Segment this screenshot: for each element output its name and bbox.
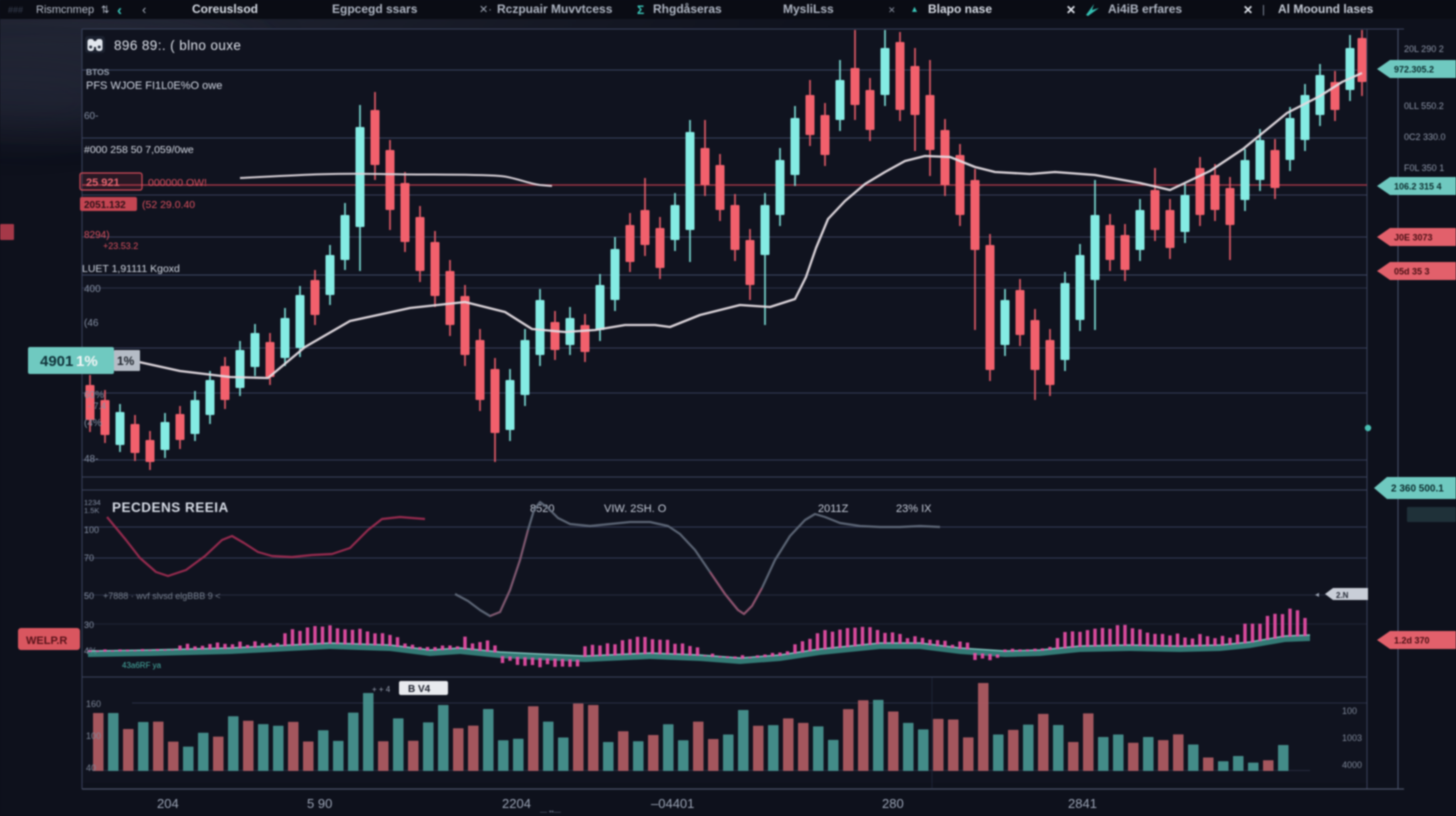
svg-text:Coreuslsod: Coreuslsod [192, 2, 258, 16]
svg-text:2051.132: 2051.132 [84, 200, 126, 211]
svg-text:2841: 2841 [1068, 796, 1097, 811]
svg-text:— ••—: — ••— [540, 809, 561, 816]
svg-text:05d 35 3: 05d 35 3 [1394, 267, 1430, 277]
svg-text:Al Moound lases: Al Moound lases [1278, 2, 1374, 16]
svg-text:Ai4iB erfares: Ai4iB erfares [1108, 2, 1182, 16]
svg-text:‹: ‹ [117, 2, 122, 19]
svg-text:48-: 48- [84, 454, 98, 465]
svg-text:Rismcnmep: Rismcnmep [36, 4, 94, 16]
svg-text:400: 400 [84, 284, 101, 295]
svg-text:F0L 350 1: F0L 350 1 [1404, 163, 1444, 173]
svg-text:|: | [1262, 4, 1265, 16]
svg-text:VIW. 2SH. O: VIW. 2SH. O [604, 503, 667, 515]
svg-text:8294): 8294) [84, 230, 110, 241]
svg-text:◂: ◂ [1315, 590, 1319, 599]
svg-text:MysliLss: MysliLss [783, 2, 834, 16]
svg-text:+23.53.2: +23.53.2 [103, 241, 138, 251]
svg-text:4000: 4000 [1342, 760, 1362, 770]
svg-text:2 360 500.1: 2 360 500.1 [1391, 484, 1444, 495]
svg-text:000000 OW!: 000000 OW! [148, 177, 207, 189]
svg-text:✕: ✕ [1066, 3, 1076, 17]
svg-text:204: 204 [157, 796, 179, 811]
svg-text:(52 29.0.40: (52 29.0.40 [142, 199, 195, 211]
svg-text:0LL 550.2: 0LL 550.2 [1404, 101, 1444, 111]
svg-text:5 90: 5 90 [307, 796, 332, 811]
svg-text:2204: 2204 [502, 796, 531, 811]
svg-text:1.2d 370: 1.2d 370 [1394, 636, 1430, 646]
svg-text:BTOS: BTOS [86, 67, 110, 77]
svg-text:20L 290 2: 20L 290 2 [1404, 44, 1444, 54]
svg-text:#000 258 50 7,059/0we: #000 258 50 7,059/0we [84, 144, 194, 156]
svg-text:972.305.2: 972.305.2 [1394, 65, 1434, 75]
svg-text:100: 100 [86, 731, 101, 741]
svg-text:+ + 4: + + 4 [372, 685, 391, 694]
svg-text:–04401: –04401 [651, 796, 694, 811]
svg-text:J0E 3073: J0E 3073 [1394, 233, 1433, 243]
svg-text:B V4: B V4 [408, 684, 431, 695]
svg-text:✕: ✕ [888, 5, 896, 15]
svg-text:LUET 1,91111 Kgoxd: LUET 1,91111 Kgoxd [82, 263, 180, 275]
svg-text:60%: 60% [84, 390, 104, 401]
svg-text:(4%: (4% [84, 418, 102, 429]
svg-text:70: 70 [84, 553, 94, 563]
svg-text:1003: 1003 [1342, 733, 1362, 743]
svg-text:Σ: Σ [637, 3, 644, 17]
svg-text:160: 160 [86, 699, 101, 709]
svg-text:✕·: ✕· [479, 4, 492, 16]
svg-text:PFS WJOE FI1L0E%O owe: PFS WJOE FI1L0E%O owe [86, 80, 222, 92]
svg-text:60-: 60- [84, 111, 98, 122]
svg-text:23% IX: 23% IX [896, 503, 932, 515]
svg-text:Rczpuair Muvvtcess: Rczpuair Muvvtcess [497, 2, 613, 16]
svg-text:1%: 1% [76, 353, 98, 370]
svg-text:40: 40 [86, 763, 96, 773]
svg-text:WELP.R: WELP.R [26, 635, 67, 647]
svg-text:4901: 4901 [40, 353, 73, 370]
svg-text:280: 280 [882, 796, 904, 811]
svg-text:0C2 330.0: 0C2 330.0 [1404, 132, 1446, 142]
svg-text:‹: ‹ [142, 2, 146, 17]
svg-text:PECDENS REEIA: PECDENS REEIA [112, 500, 229, 515]
svg-text:1234: 1234 [84, 498, 101, 507]
svg-text:Rhgdåseras: Rhgdåseras [653, 2, 722, 16]
svg-text:896 89:. ( blno ouxe: 896 89:. ( blno ouxe [114, 38, 241, 53]
svg-text:1%: 1% [117, 354, 135, 368]
svg-text:50: 50 [84, 591, 94, 601]
svg-text:43a6RF ya: 43a6RF ya [122, 661, 162, 670]
svg-text:▴: ▴ [912, 4, 917, 15]
svg-text:100: 100 [1342, 706, 1357, 716]
svg-text:Blapo nase: Blapo nase [928, 2, 992, 16]
svg-text:Egpcegd ssars: Egpcegd ssars [332, 2, 418, 16]
svg-text:25 921: 25 921 [86, 177, 120, 189]
svg-text:106.2 315 4: 106.2 315 4 [1394, 182, 1442, 192]
svg-text:⇅: ⇅ [101, 5, 109, 16]
svg-text:(46: (46 [84, 318, 99, 329]
svg-text:1.5K: 1.5K [84, 506, 99, 515]
svg-text:100: 100 [84, 525, 99, 535]
svg-text:2011Z: 2011Z [818, 503, 849, 515]
svg-text:###: ### [8, 5, 23, 15]
svg-text:✕: ✕ [1243, 3, 1253, 17]
svg-text:30: 30 [84, 620, 94, 630]
svg-text:- 7.4: - 7.4 [88, 401, 106, 411]
svg-text:2.N: 2.N [1336, 591, 1349, 600]
svg-text:+7888 · wvf slvsd elgBBB 9 <: +7888 · wvf slvsd elgBBB 9 < [103, 591, 221, 601]
